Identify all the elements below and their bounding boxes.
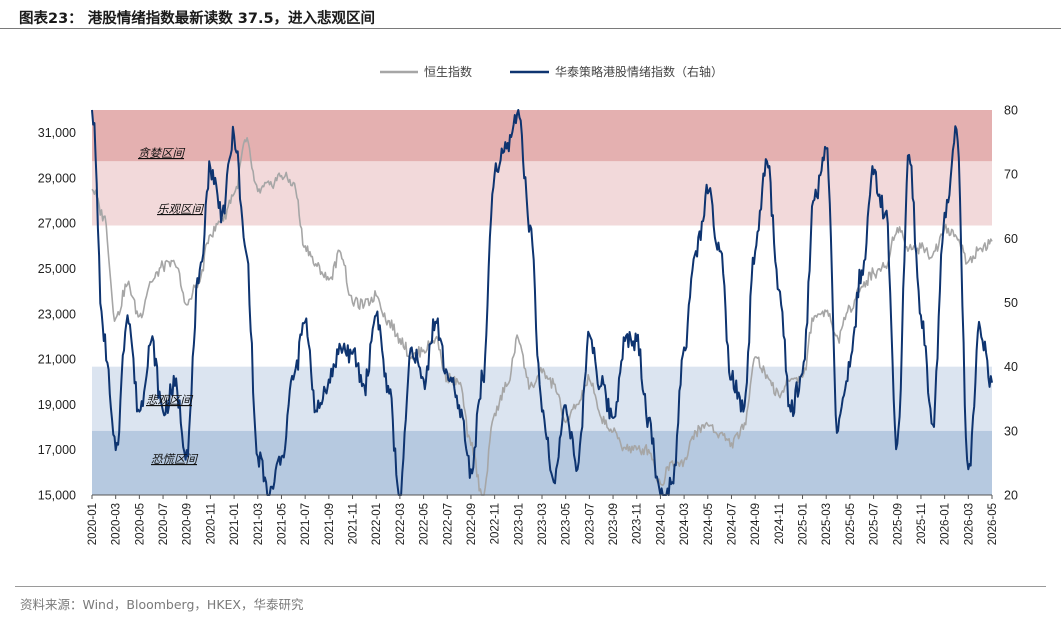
y-right-tick: 20 — [1004, 489, 1018, 503]
y-left-tick: 17,000 — [38, 443, 76, 457]
x-tick-label: 2020-05 — [134, 503, 146, 545]
x-tick-label: 2024-03 — [679, 503, 691, 545]
x-tick-label: 2022-11 — [490, 503, 502, 544]
x-tick-label: 2020-09 — [182, 503, 194, 545]
zone-bands — [92, 110, 992, 495]
zone-label-2: 悲观区间 — [146, 393, 193, 407]
x-tick-label: 2020-11 — [205, 503, 217, 544]
y-left-tick: 27,000 — [38, 217, 76, 231]
x-tick-label: 2020-07 — [158, 503, 170, 545]
zone-band-2 — [92, 366, 992, 431]
axes: 15,000 17,000 19,000 21,000 23,000 25,000 27,0… — [38, 104, 1018, 546]
x-tick-label: 2026-03 — [963, 503, 975, 545]
source-note: 资料来源：Wind，Bloomberg，HKEX，华泰研究 — [20, 597, 304, 612]
x-tick-label: 2023-01 — [513, 503, 525, 545]
x-tick-label: 2024-07 — [727, 503, 739, 545]
x-tick-label: 2025-01 — [798, 503, 810, 545]
chart-title: 图表23： 港股情绪指数最新读数 37.5，进入悲观区间 — [19, 11, 376, 27]
x-tick-label: 2023-11 — [632, 503, 644, 544]
y-right-tick: 60 — [1004, 232, 1018, 246]
sentiment-line — [91, 109, 993, 496]
footer-divider — [15, 586, 1046, 587]
x-tick-label: 2026-01 — [940, 503, 952, 545]
zone-band-3 — [92, 430, 992, 495]
zone-band-0 — [92, 110, 992, 162]
y-right-tick: 70 — [1004, 168, 1018, 182]
x-tick-label: 2022-07 — [442, 503, 454, 545]
x-tick-label: 2023-09 — [608, 503, 620, 545]
x-tick-label: 2021-05 — [277, 503, 289, 545]
x-tick-label: 2022-05 — [419, 503, 431, 545]
x-tick-label: 2021-01 — [229, 503, 241, 545]
y-left-tick: 23,000 — [38, 307, 76, 321]
x-tick-label: 2021-11 — [348, 503, 360, 544]
zone-label-3: 恐慌区间 — [151, 452, 198, 466]
hsi-series-layer — [91, 137, 993, 496]
y-left-tick: 21,000 — [38, 353, 76, 367]
x-tick-label: 2025-03 — [821, 503, 833, 545]
x-tick-label: 2024-01 — [655, 503, 667, 545]
y-right-tick: 30 — [1004, 424, 1018, 438]
legend-sentiment-label: 华泰策略港股情绪指数（右轴） — [555, 64, 723, 79]
x-tick-label: 2026-05 — [987, 503, 999, 545]
x-tick-label: 2021-09 — [324, 503, 336, 545]
hsi-line — [91, 137, 993, 496]
y-left-tick: 29,000 — [38, 171, 76, 185]
legend-hsi-label: 恒生指数 — [424, 64, 472, 79]
x-tick-label: 2022-03 — [395, 503, 407, 545]
y-left-tick: 19,000 — [38, 398, 76, 412]
x-tick-label: 2022-09 — [466, 503, 478, 545]
x-tick-label: 2023-05 — [561, 503, 573, 545]
y-right-tick: 50 — [1004, 296, 1018, 310]
x-tick-label: 2025-11 — [916, 503, 928, 544]
x-tick-label: 2025-07 — [869, 503, 881, 545]
x-tick-label: 2021-07 — [300, 503, 312, 545]
x-tick-label: 2023-03 — [537, 503, 549, 545]
x-tick-label: 2023-07 — [584, 503, 596, 545]
y-right-tick: 80 — [1004, 104, 1018, 118]
x-tick-label: 2022-01 — [371, 503, 383, 545]
zone-label-1: 乐观区间 — [157, 202, 204, 216]
x-tick-label: 2024-05 — [703, 503, 715, 545]
legend: 恒生指数 华泰策略港股情绪指数（右轴） — [380, 64, 723, 79]
sentiment-series-layer — [91, 109, 993, 496]
x-tick-label: 2020-03 — [111, 503, 123, 545]
x-tick-label: 2024-11 — [774, 503, 786, 544]
x-tick-label: 2024-09 — [750, 503, 762, 545]
x-tick-label: 2020-01 — [87, 503, 99, 545]
zone-label-0: 贪婪区间 — [138, 146, 185, 160]
x-tick-label: 2025-05 — [845, 503, 857, 545]
y-left-tick: 31,000 — [38, 126, 76, 140]
y-right-tick: 40 — [1004, 360, 1018, 374]
y-left-tick: 25,000 — [38, 262, 76, 276]
x-tick-label: 2021-03 — [253, 503, 265, 545]
x-tick-label: 2025-09 — [892, 503, 904, 545]
y-left-tick: 15,000 — [38, 489, 76, 503]
title-divider — [0, 28, 1061, 29]
